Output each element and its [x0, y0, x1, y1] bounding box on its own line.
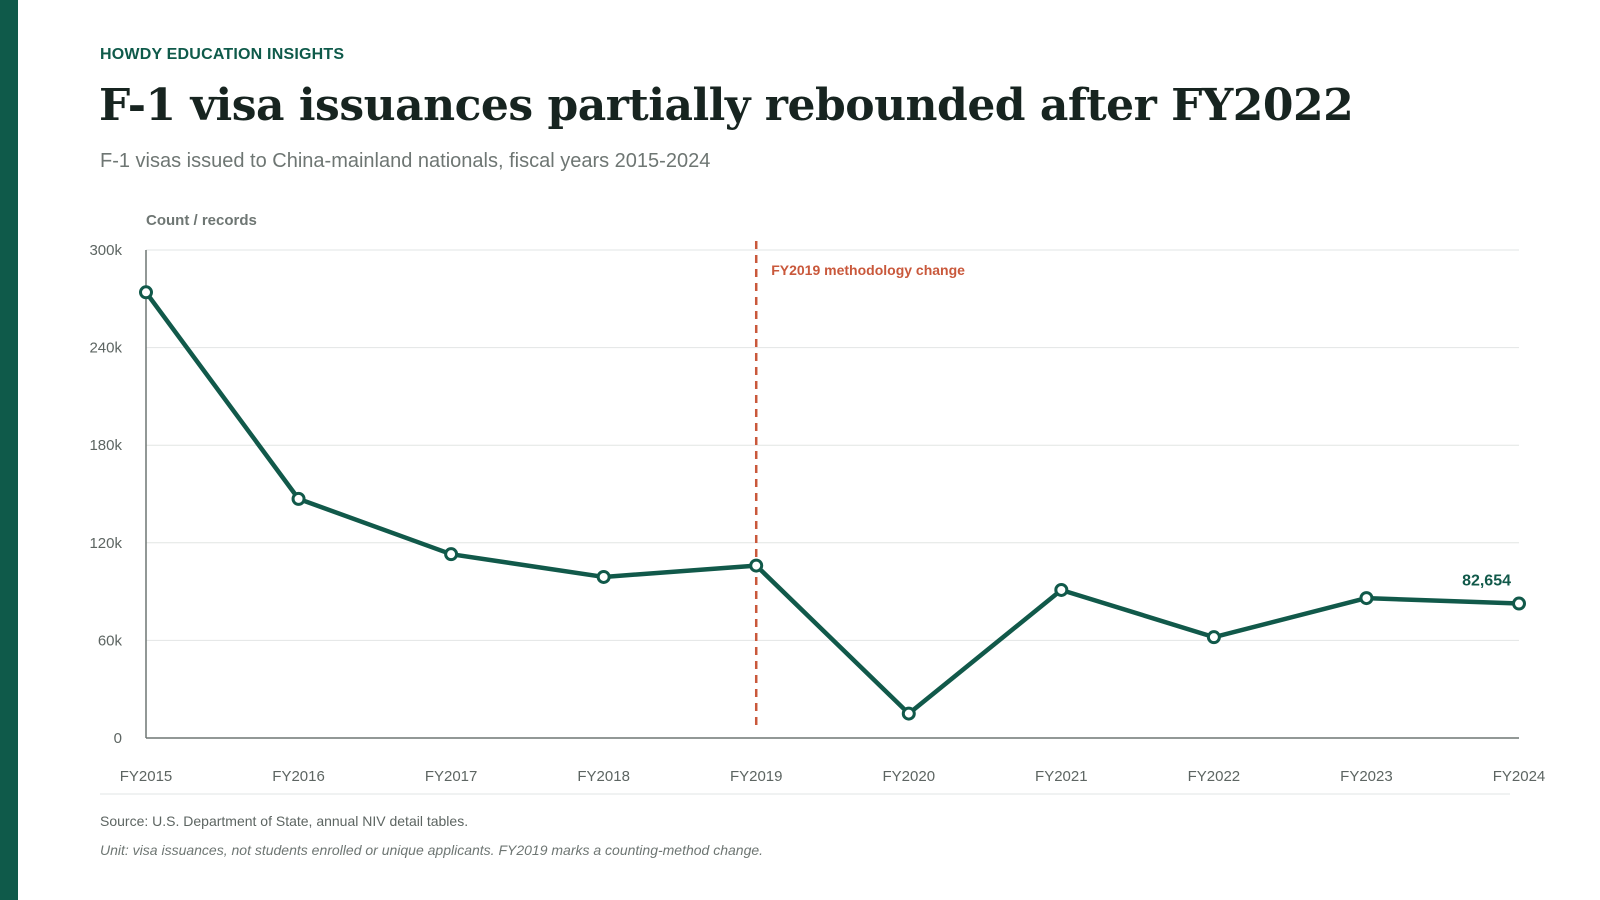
x-tick-label: FY2024 [1493, 768, 1546, 785]
y-tick-label: 0 [114, 730, 122, 747]
data-point [749, 558, 764, 573]
x-tick-label: FY2022 [1188, 768, 1241, 785]
y-tick-label: 240k [89, 340, 122, 357]
x-tick-label: FY2015 [120, 768, 173, 785]
chart-subtitle: F-1 visas issued to China-mainland natio… [100, 150, 711, 172]
methodology-change-label: FY2019 methodology change [771, 262, 965, 278]
x-tick-label: FY2018 [577, 768, 630, 785]
data-point [139, 285, 153, 300]
data-point [596, 569, 611, 584]
x-tick-label: FY2020 [883, 768, 936, 785]
x-tick-label: FY2016 [272, 768, 325, 785]
data-point [1512, 596, 1526, 611]
y-tick-label: 60k [98, 632, 123, 649]
brand-side-bar [0, 0, 18, 900]
source-note: Source: U.S. Department of State, annual… [100, 813, 469, 829]
x-tick-label: FY2019 [730, 768, 783, 785]
series-line [143, 290, 1522, 716]
last-value-label: 82,654 [1462, 573, 1511, 590]
unit-note: Unit: visa issuances, not students enrol… [100, 842, 764, 858]
kicker-label: HOWDY EDUCATION INSIGHTS [100, 46, 345, 63]
data-point [901, 706, 916, 721]
data-point [444, 547, 459, 562]
y-tick-label: 120k [89, 535, 122, 552]
y-axis-label: Count / records [146, 212, 257, 229]
x-tick-label: FY2023 [1340, 768, 1393, 785]
x-tick-label: FY2017 [425, 768, 478, 785]
chart-title: F-1 visa issuances partially rebounded a… [99, 80, 1354, 131]
y-tick-label: 180k [89, 437, 122, 454]
data-point [291, 491, 306, 506]
data-point [1359, 591, 1374, 606]
x-tick-label: FY2021 [1035, 768, 1088, 785]
data-point [1206, 630, 1221, 645]
y-tick-label: 300k [89, 242, 122, 259]
data-point [1054, 582, 1069, 597]
